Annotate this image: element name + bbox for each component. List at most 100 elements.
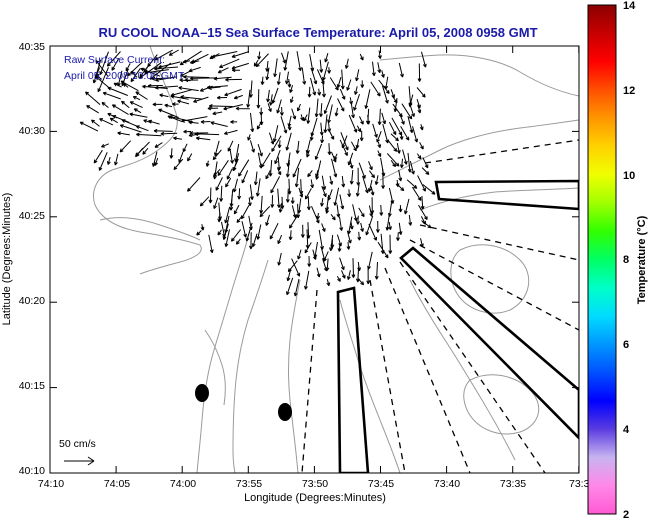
current-vector <box>222 223 229 241</box>
current-vector <box>362 176 369 194</box>
current-vector <box>241 170 249 184</box>
current-vector <box>346 79 352 91</box>
current-vector <box>341 270 346 279</box>
y-tick-label: 40:25 <box>19 210 45 222</box>
current-vector <box>249 184 254 200</box>
current-vector <box>360 222 364 232</box>
current-vector <box>97 67 109 93</box>
current-vector <box>341 175 346 188</box>
current-vector <box>261 152 271 168</box>
current-vector <box>217 229 222 236</box>
current-vector <box>310 179 315 189</box>
current-vector <box>379 204 384 216</box>
current-vector <box>95 73 102 81</box>
current-vector <box>288 230 293 241</box>
current-vector <box>224 206 231 224</box>
current-vector <box>256 121 262 130</box>
tick-marks <box>49 45 580 474</box>
current-vector <box>188 120 199 125</box>
current-vector <box>321 223 326 232</box>
current-vector <box>399 158 404 169</box>
current-vector <box>359 130 364 142</box>
current-vector <box>164 103 173 108</box>
current-vector <box>121 100 130 109</box>
current-vector <box>109 117 118 124</box>
current-vector <box>366 267 371 285</box>
current-vector <box>346 230 352 244</box>
current-vector <box>336 204 341 218</box>
current-vector <box>325 206 330 214</box>
zone-south-corridor <box>336 286 370 473</box>
current-vector <box>309 132 314 141</box>
current-vector <box>238 159 250 177</box>
current-vector <box>113 82 122 88</box>
current-vector <box>260 76 265 85</box>
x-tick-label: 73:35 <box>500 478 526 490</box>
colorbar-tick-label: 4 <box>623 424 630 436</box>
current-vector <box>173 158 184 171</box>
y-tick-label: 40:15 <box>19 380 45 392</box>
current-vector <box>321 78 326 98</box>
current-vector <box>359 53 364 61</box>
current-vector <box>230 119 238 124</box>
current-vector <box>208 187 213 204</box>
current-vector <box>235 106 250 111</box>
current-vector <box>160 131 178 136</box>
current-vector <box>237 188 242 200</box>
current-vector <box>304 270 310 290</box>
current-vector <box>199 196 210 207</box>
current-vector <box>325 258 330 271</box>
current-vector <box>388 234 393 254</box>
current-vector <box>293 278 300 297</box>
current-vector <box>295 140 300 154</box>
current-vector <box>276 188 281 208</box>
x-tick-labels: 74:10 74:05 74:00 73:55 73:50 73:45 73:4… <box>38 478 590 490</box>
current-vector <box>355 69 360 82</box>
current-vector <box>135 147 144 158</box>
y-tick-labels: 40:35 40:30 40:25 40:20 40:15 40:10 <box>19 41 45 477</box>
current-vector <box>277 167 282 176</box>
current-vector <box>111 57 120 71</box>
current-vector <box>377 150 382 157</box>
y-tick-label: 40:35 <box>19 41 45 53</box>
current-vector <box>182 143 188 153</box>
contour-river <box>99 217 201 241</box>
current-vector <box>320 198 325 207</box>
current-vector <box>231 51 250 58</box>
current-vector <box>235 238 241 245</box>
current-vector <box>214 140 220 157</box>
current-vector <box>327 67 332 74</box>
current-vector <box>138 62 162 79</box>
y-axis-label: Latitude (Degrees:Minutes) <box>1 193 13 326</box>
current-vector <box>183 74 210 79</box>
current-vector <box>339 88 346 100</box>
current-vector <box>205 160 210 167</box>
current-vector <box>331 158 338 178</box>
current-vector <box>285 188 290 203</box>
current-vector <box>225 77 242 82</box>
current-vector <box>189 60 200 65</box>
current-vector <box>387 139 398 152</box>
current-vector <box>283 51 289 71</box>
current-vector <box>140 67 161 77</box>
current-vector <box>317 88 322 96</box>
current-vector <box>356 215 360 225</box>
current-vector <box>274 149 281 165</box>
current-vector <box>255 178 261 197</box>
current-vector <box>268 160 273 177</box>
current-vector <box>310 77 317 96</box>
current-vector <box>339 139 348 156</box>
current-vector <box>182 59 191 64</box>
contour-east-1 <box>379 119 579 181</box>
current-vector <box>277 140 282 149</box>
current-vector <box>420 195 425 210</box>
dashed-lane-7 <box>424 139 579 164</box>
current-vector <box>276 72 281 85</box>
current-vector <box>291 205 297 219</box>
current-vector <box>267 103 272 113</box>
map-title: RU COOL NOAA–15 Sea Surface Temperature:… <box>98 25 537 40</box>
dashed-lane-1 <box>301 289 318 473</box>
scale-label: 50 cm/s <box>59 438 96 450</box>
current-vector <box>327 143 332 156</box>
